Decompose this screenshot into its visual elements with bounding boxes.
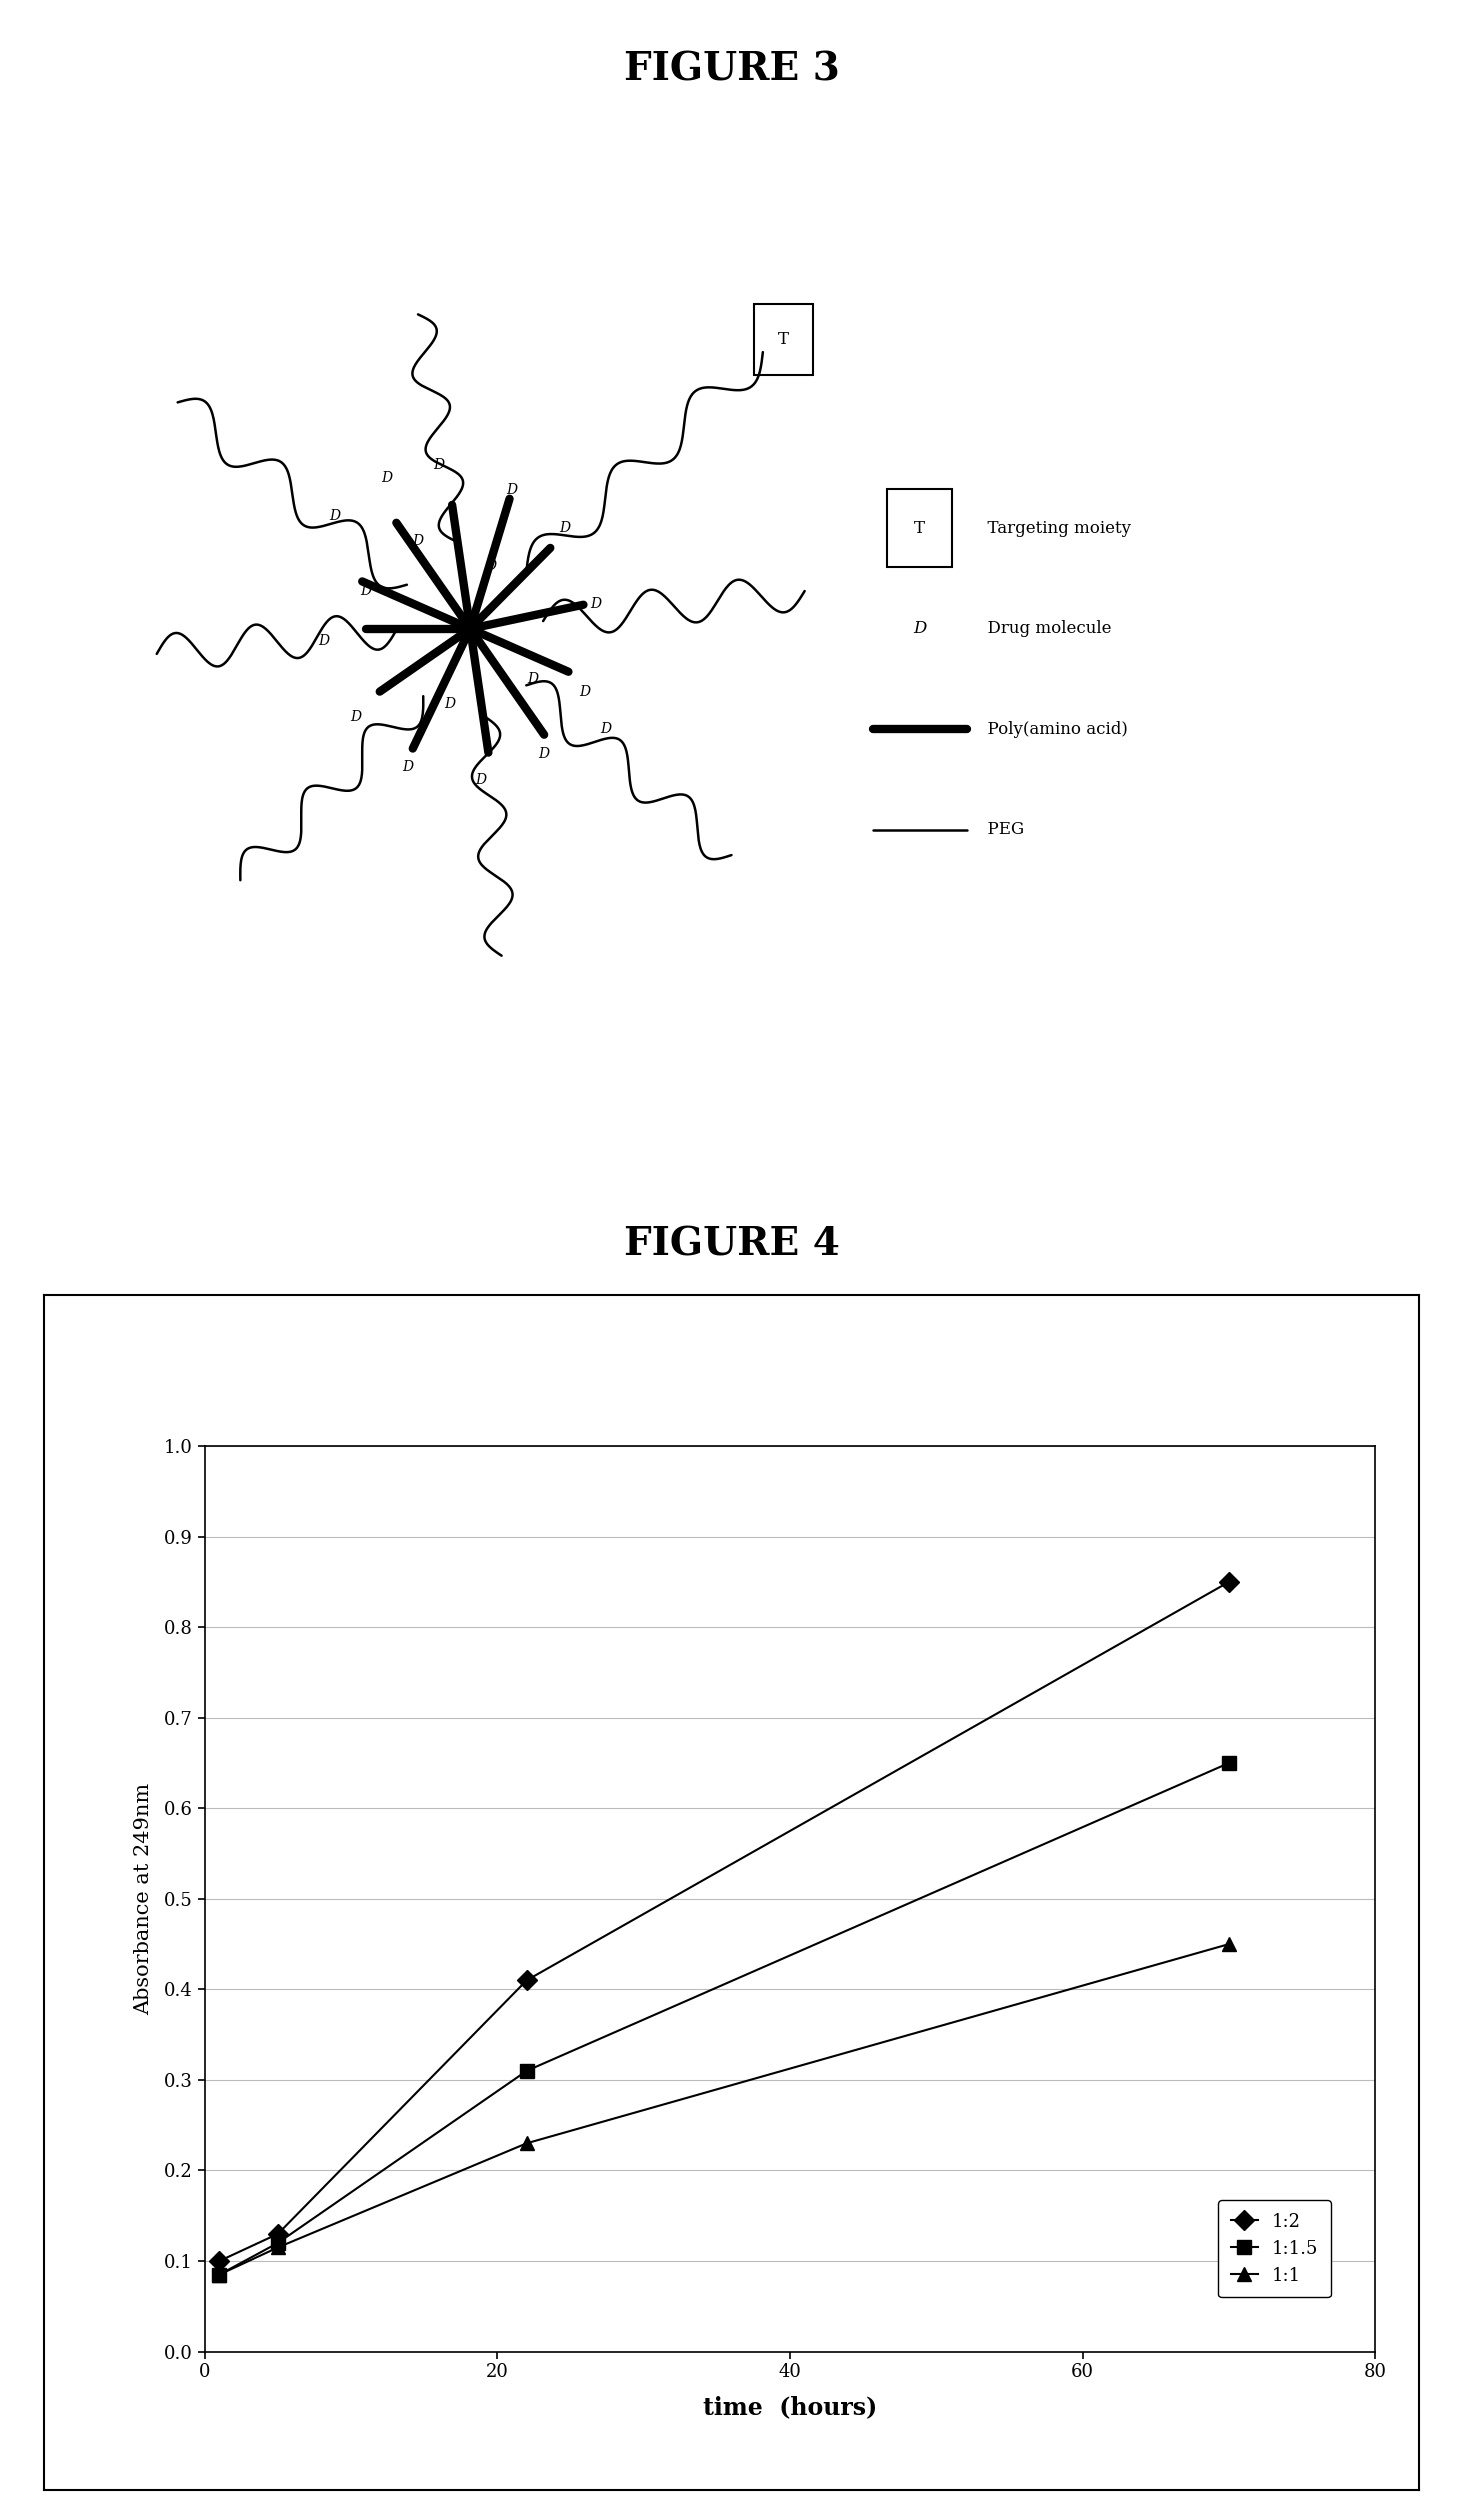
Text: D: D <box>527 672 538 687</box>
1:2 <box>518 1964 535 1994</box>
Y-axis label: Absorbance at 249nm: Absorbance at 249nm <box>135 1783 154 2015</box>
1:2 <box>1220 1567 1238 1597</box>
Text: D: D <box>413 533 424 548</box>
Text: D: D <box>600 722 612 737</box>
X-axis label: time  (hours): time (hours) <box>702 2394 878 2419</box>
Text: D: D <box>506 483 518 498</box>
Text: D: D <box>380 470 392 485</box>
Text: D: D <box>350 709 361 724</box>
Text: T: T <box>778 332 789 347</box>
Text: D: D <box>443 697 455 712</box>
1:1 <box>1220 1929 1238 1959</box>
1:1 <box>211 2258 228 2289</box>
1:1 <box>269 2233 287 2264</box>
Text: D: D <box>913 621 926 636</box>
1:1.5 <box>1220 1748 1238 1778</box>
Text: D: D <box>538 747 549 762</box>
Text: D: D <box>486 558 497 573</box>
1:1.5 <box>269 2228 287 2258</box>
Line: 1:2: 1:2 <box>212 1574 1236 2269</box>
Line: 1:1: 1:1 <box>212 1937 1236 2281</box>
Text: T: T <box>914 521 925 536</box>
Text: Targeting moiety: Targeting moiety <box>977 521 1131 536</box>
Text: D: D <box>402 760 413 775</box>
1:1 <box>518 2128 535 2158</box>
Text: D: D <box>590 596 601 611</box>
Text: D: D <box>579 684 591 699</box>
1:2 <box>211 2246 228 2276</box>
Text: FIGURE 3: FIGURE 3 <box>623 50 840 88</box>
1:2 <box>269 2218 287 2248</box>
Text: D: D <box>319 634 329 649</box>
Text: FIGURE 4: FIGURE 4 <box>623 1225 840 1265</box>
Text: D: D <box>360 583 372 599</box>
FancyBboxPatch shape <box>887 488 952 568</box>
Legend: 1:2, 1:1.5, 1:1: 1:2, 1:1.5, 1:1 <box>1217 2201 1331 2296</box>
Text: D: D <box>433 458 445 473</box>
Text: D: D <box>559 521 571 536</box>
Text: Drug molecule: Drug molecule <box>977 621 1112 636</box>
Text: D: D <box>475 772 486 787</box>
Line: 1:1.5: 1:1.5 <box>212 1755 1236 2281</box>
Text: PEG: PEG <box>977 822 1024 837</box>
Text: Poly(amino acid): Poly(amino acid) <box>977 722 1128 737</box>
Text: D: D <box>329 508 339 523</box>
1:1.5 <box>518 2055 535 2085</box>
FancyBboxPatch shape <box>755 304 813 375</box>
1:1.5 <box>211 2258 228 2289</box>
